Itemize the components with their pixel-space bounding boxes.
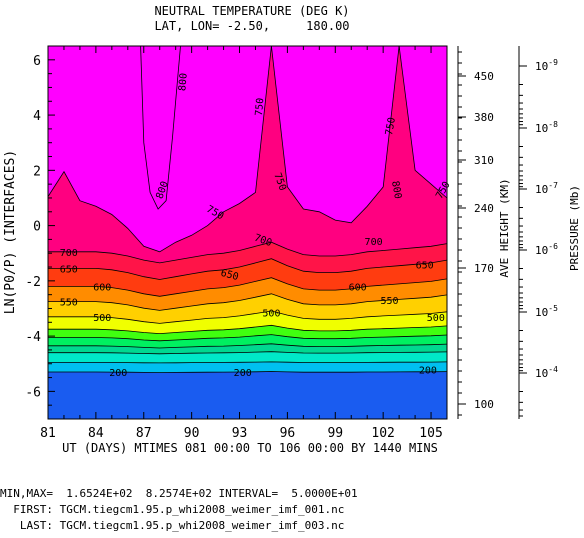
height-axis-label: AVE HEIGHT (KM) bbox=[498, 178, 511, 277]
pressure-tick-exponent: -6 bbox=[548, 242, 558, 251]
y-tick-label: -4 bbox=[25, 330, 41, 345]
contour-bands bbox=[48, 46, 447, 419]
x-axis: 81 84 87 90 93 96 99 102 105 bbox=[40, 46, 448, 441]
pressure-tick-label: 10-8 bbox=[535, 120, 558, 135]
x-tick-label: 93 bbox=[232, 426, 248, 441]
pressure-tick-exponent: -9 bbox=[548, 58, 558, 67]
y-tick-label: -6 bbox=[25, 385, 41, 400]
pressure-axis: 10-9 10-8 10-7 10-6 10-5 10-4 bbox=[518, 46, 558, 419]
height-tick-label: 100 bbox=[474, 398, 494, 411]
contour-550 bbox=[48, 293, 448, 311]
contour-label: 500 bbox=[262, 309, 280, 320]
band-bottom bbox=[48, 371, 447, 419]
y-axis: 6 4 2 0 -2 -4 -6 bbox=[25, 54, 55, 420]
x-tick-label: 105 bbox=[419, 426, 442, 441]
contour-label: 700 bbox=[365, 237, 383, 248]
pressure-tick-label: 10-6 bbox=[535, 242, 558, 257]
contour-label: 200 bbox=[419, 365, 437, 376]
pressure-tick-exponent: -5 bbox=[548, 304, 558, 313]
footer-last-file: LAST: TGCM.tiegcm1.95.p_whi2008_weimer_i… bbox=[0, 519, 345, 532]
x-tick-label: 102 bbox=[371, 426, 394, 441]
height-tick-label: 170 bbox=[474, 262, 494, 275]
contour-650 bbox=[48, 258, 448, 280]
contour-label: 600 bbox=[349, 282, 367, 293]
contour-250 bbox=[48, 361, 448, 364]
contour-500 bbox=[48, 310, 448, 324]
contour-300 bbox=[48, 351, 448, 355]
y-tick-label: 6 bbox=[33, 54, 41, 69]
x-tick-label: 90 bbox=[184, 426, 200, 441]
chart-title: NEUTRAL TEMPERATURE (DEG K) bbox=[154, 4, 349, 18]
contour-label: 200 bbox=[234, 368, 252, 379]
contour-label: 500 bbox=[427, 313, 445, 324]
contour-label: 800 bbox=[177, 73, 190, 92]
pressure-axis-label: PRESSURE (Mb) bbox=[568, 185, 581, 271]
pressure-tick-exponent: -7 bbox=[548, 181, 558, 190]
contour-label: 800 bbox=[389, 180, 403, 200]
contour-label: 550 bbox=[60, 298, 78, 309]
height-tick-label: 450 bbox=[474, 70, 494, 83]
pressure-tick-label: 10-9 bbox=[535, 58, 558, 73]
contour-200 bbox=[48, 371, 448, 374]
x-tick-label: 81 bbox=[40, 426, 56, 441]
plot-frame bbox=[47, 45, 448, 420]
contour-label: 650 bbox=[219, 268, 239, 283]
footer-minmax: MIN,MAX= 1.6524E+02 8.2574E+02 INTERVAL=… bbox=[0, 487, 358, 500]
contour-750 bbox=[47, 45, 448, 253]
x-tick-label: 96 bbox=[280, 426, 296, 441]
y-axis-label: LN(P0/P) (INTERFACES) bbox=[3, 150, 18, 314]
height-axis: 450 380 310 240 170 100 bbox=[457, 46, 494, 419]
height-tick-label: 240 bbox=[474, 202, 494, 215]
contour-label: 750 bbox=[254, 97, 267, 116]
pressure-tick-exponent: -8 bbox=[548, 120, 558, 129]
contour-600 bbox=[48, 277, 448, 297]
chart-subtitle: LAT, LON= -2.50, 180.00 bbox=[154, 19, 349, 33]
contour-450 bbox=[48, 324, 448, 335]
contour-label: 500 bbox=[93, 313, 111, 324]
contour-label: 750 bbox=[384, 117, 398, 137]
x-tick-label: 87 bbox=[136, 426, 152, 441]
contour-700 bbox=[48, 241, 448, 264]
contour-label: 650 bbox=[416, 260, 434, 271]
footer-first-file: FIRST: TGCM.tiegcm1.95.p_whi2008_weimer_… bbox=[0, 503, 345, 516]
contour-800 bbox=[140, 45, 181, 210]
y-tick-label: 0 bbox=[33, 220, 41, 235]
height-tick-label: 380 bbox=[474, 111, 494, 124]
contour-label: 200 bbox=[109, 368, 127, 379]
contour-lines bbox=[47, 45, 448, 374]
y-tick-label: -2 bbox=[25, 275, 41, 290]
x-axis-label: UT (DAYS) MTIMES 081 00:00 TO 106 00:00 … bbox=[62, 441, 438, 455]
contour-400 bbox=[48, 334, 448, 342]
pressure-tick-label: 10-5 bbox=[535, 304, 558, 319]
contour-label: 650 bbox=[60, 264, 78, 275]
x-tick-label: 84 bbox=[88, 426, 104, 441]
y-tick-label: 2 bbox=[33, 164, 41, 179]
pressure-tick-exponent: -4 bbox=[548, 365, 558, 374]
contour-350 bbox=[48, 343, 448, 349]
contour-label: 700 bbox=[60, 248, 78, 259]
height-tick-label: 310 bbox=[474, 154, 494, 167]
y-tick-label: 4 bbox=[33, 109, 41, 124]
contour-label: 550 bbox=[381, 296, 399, 307]
x-tick-label: 99 bbox=[327, 426, 343, 441]
contour-label: 600 bbox=[93, 282, 111, 293]
pressure-tick-label: 10-7 bbox=[535, 181, 558, 196]
pressure-tick-label: 10-4 bbox=[535, 365, 558, 380]
